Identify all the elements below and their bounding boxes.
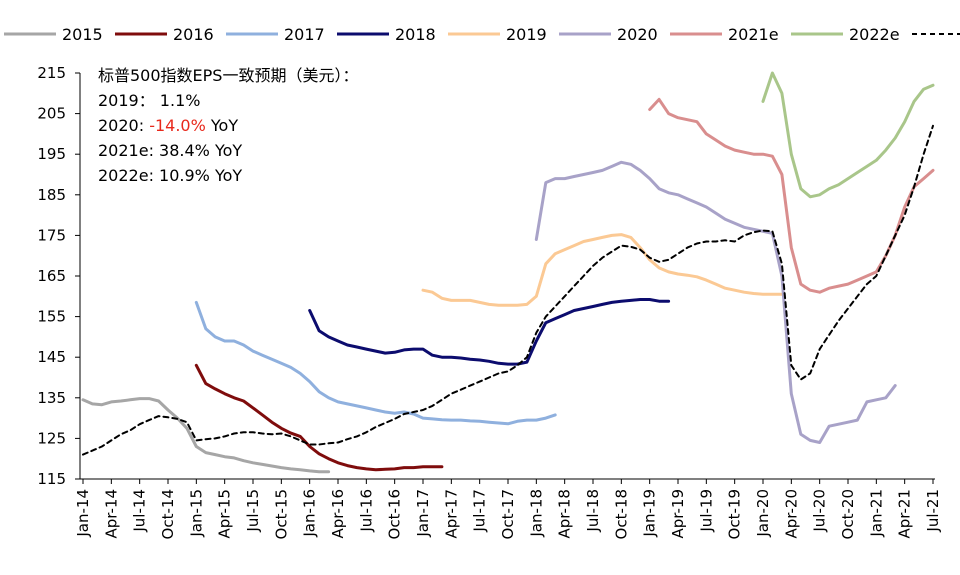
annotation-heading: 标普500指数EPS一致预期（美元）： <box>98 66 358 85</box>
x-tick-label: Jul-18 <box>584 489 602 533</box>
legend-label: 2020 <box>617 25 658 44</box>
series-line-12m-fwd <box>82 124 934 456</box>
x-ticks: Jan-14 Apr-14 Jul-14 Oct-14 Jan-15 Apr-15 Jul-… <box>74 479 942 539</box>
x-tick-label: Jan-15 <box>187 489 205 538</box>
series-line-2017 <box>194 300 557 426</box>
x-tick-label: Jul-21 <box>924 489 942 533</box>
x-tick-label: Apr-18 <box>556 489 574 539</box>
series-line-2019 <box>421 233 784 307</box>
annotation-2022e: 2022e: 10.9% YoY <box>98 166 242 185</box>
y-tick-label: 175 <box>37 226 66 244</box>
legend: 2015201620172018201920202021e2022e12m fw… <box>4 25 960 44</box>
legend-label: 2017 <box>284 25 325 44</box>
series-line-2020 <box>534 160 897 444</box>
y-ticks: 115 125 135 145 155 165 175 185 195 205 215 <box>37 64 80 488</box>
x-tick-label: Oct-17 <box>499 489 517 539</box>
annotation-2020-value: -14.0% <box>149 116 206 135</box>
series-line-2022e <box>761 71 935 199</box>
annotation-2021e: 2021e: 38.4% YoY <box>98 141 242 160</box>
x-tick-label: Oct-18 <box>612 489 630 539</box>
legend-label: 2021e <box>728 25 779 44</box>
y-tick-label: 125 <box>37 429 66 447</box>
x-tick-label: Jul-20 <box>811 489 829 533</box>
y-tick-label: 155 <box>37 308 66 326</box>
x-tick-label: Apr-19 <box>669 489 687 539</box>
x-tick-label: Jul-17 <box>471 489 489 533</box>
x-tick-label: Jul-14 <box>131 489 149 533</box>
x-tick-label: Jan-16 <box>301 489 319 538</box>
annotation-box: 标普500指数EPS一致预期（美元）： 2019： 1.1% 2020: -14… <box>98 66 358 185</box>
x-tick-label: Apr-21 <box>896 489 914 539</box>
x-tick-label: Oct-19 <box>726 489 744 539</box>
x-tick-label: Jan-20 <box>754 489 772 538</box>
series-group <box>81 71 935 474</box>
x-tick-label: Jan-19 <box>641 489 659 538</box>
x-tick-label: Oct-15 <box>272 489 290 539</box>
annotation-2019: 2019： 1.1% <box>98 91 200 110</box>
series-line-2018 <box>308 298 671 366</box>
x-tick-label: Jul-15 <box>244 489 262 533</box>
legend-label: 2018 <box>395 25 436 44</box>
x-tick-label: Jan-17 <box>414 489 432 538</box>
series-line-2015 <box>81 397 331 474</box>
y-tick-label: 195 <box>37 145 66 163</box>
annotation-2020: 2020: -14.0% YoY <box>98 116 238 135</box>
x-tick-label: Apr-16 <box>329 489 347 539</box>
y-tick-label: 165 <box>37 267 66 285</box>
legend-label: 2019 <box>506 25 547 44</box>
y-tick-label: 145 <box>37 348 66 366</box>
legend-label: 2015 <box>62 25 103 44</box>
x-tick-label: Jul-19 <box>697 489 715 533</box>
x-tick-label: Apr-17 <box>442 489 460 539</box>
x-tick-label: Jul-16 <box>357 489 375 533</box>
series-line-2016 <box>194 363 444 472</box>
annotation-2020-suffix: YoY <box>206 116 239 135</box>
y-tick-label: 135 <box>37 389 66 407</box>
x-tick-label: Oct-16 <box>386 489 404 539</box>
y-tick-label: 185 <box>37 186 66 204</box>
legend-label: 2016 <box>173 25 214 44</box>
x-tick-label: Jan-21 <box>867 489 885 538</box>
annotation-2020-prefix: 2020: <box>98 116 149 135</box>
x-tick-label: Apr-15 <box>216 489 234 539</box>
x-tick-label: Apr-20 <box>782 489 800 539</box>
series-line-2021e <box>648 97 935 294</box>
x-tick-label: Oct-20 <box>839 489 857 539</box>
y-tick-label: 205 <box>37 105 66 123</box>
x-tick-label: Apr-14 <box>102 489 120 539</box>
x-tick-label: Jan-18 <box>527 489 545 538</box>
y-tick-label: 215 <box>37 64 66 82</box>
x-tick-label: Jan-14 <box>74 489 92 538</box>
legend-label: 2022e <box>849 25 900 44</box>
x-tick-label: Oct-14 <box>159 489 177 539</box>
y-tick-label: 115 <box>37 470 66 488</box>
